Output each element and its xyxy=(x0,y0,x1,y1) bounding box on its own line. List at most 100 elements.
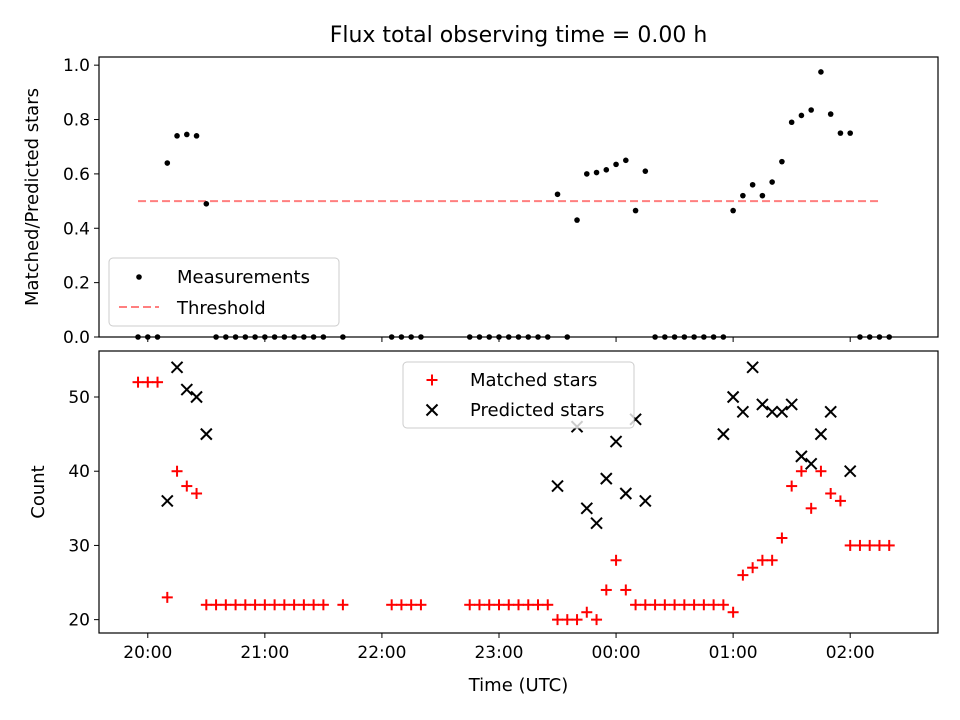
ratio-y-tick-label: 0.4 xyxy=(63,219,90,239)
predicted-star-point-b xyxy=(600,472,613,485)
matched-star-point xyxy=(308,599,320,611)
ratio-legend-box xyxy=(108,257,340,327)
measurement-point xyxy=(144,334,151,340)
predicted-star-point-b xyxy=(765,405,779,419)
matched-star-point xyxy=(298,599,310,611)
count-y-tick-label: 30 xyxy=(68,536,90,556)
matched-star-point xyxy=(717,599,729,611)
matched-star-point xyxy=(522,599,534,611)
measurement-point xyxy=(320,334,327,340)
measurement-point xyxy=(310,334,317,340)
predicted-star-point xyxy=(785,398,798,411)
measurement-point xyxy=(593,169,600,176)
measurement-point xyxy=(857,334,863,340)
measurement-point xyxy=(769,179,775,185)
matched-star-point xyxy=(678,599,690,611)
measurement-point xyxy=(876,334,883,340)
legend-measurements-label: Measurements xyxy=(177,267,310,288)
predicted-star-point xyxy=(580,502,593,515)
matched-star-point xyxy=(269,599,281,611)
matched-star-point xyxy=(142,376,154,388)
measurement-point xyxy=(408,334,414,340)
legend-measurement-marker xyxy=(136,274,142,280)
matched-star-point xyxy=(561,614,573,626)
matched-star-point xyxy=(473,599,485,611)
count-legend-box xyxy=(402,361,635,429)
matched-star-point xyxy=(708,599,720,611)
matched-star-point xyxy=(883,539,895,551)
measurement-point xyxy=(710,334,717,340)
count-y-tick-label: 40 xyxy=(68,462,90,482)
matched-star-point xyxy=(220,599,232,611)
predicted-star-point xyxy=(639,494,652,508)
predicted-star-point-b xyxy=(795,450,808,463)
predicted-star-point xyxy=(765,405,779,419)
matched-star-point xyxy=(405,599,417,611)
measurement-point xyxy=(691,334,697,340)
predicted-star-point xyxy=(161,494,174,508)
predicted-star-point xyxy=(824,405,837,419)
predicted-star-point xyxy=(190,390,203,404)
legend-matched-label: Matched stars xyxy=(470,370,597,391)
measurement-point xyxy=(808,107,814,113)
x-tick-label: 02:00 xyxy=(826,643,875,663)
count-legend: Matched stars Predicted stars xyxy=(402,361,635,429)
matched-star-point xyxy=(776,532,788,544)
matched-star-point xyxy=(278,599,290,611)
measurement-point xyxy=(505,334,512,340)
measurement-point xyxy=(681,334,688,340)
matched-star-point xyxy=(464,599,476,611)
x-tick-label: 23:00 xyxy=(474,643,523,663)
measurement-point xyxy=(203,200,210,207)
predicted-star-point-b xyxy=(200,427,213,441)
measurement-point xyxy=(515,334,522,340)
ratio-y-tick-label: 0.0 xyxy=(63,328,90,348)
measurement-point xyxy=(262,334,268,340)
measurement-point xyxy=(759,192,766,199)
matched-star-point xyxy=(727,606,739,618)
measurement-point xyxy=(223,334,229,340)
matched-star-point xyxy=(581,606,593,618)
ratio-y-axis-label: Matched/Predicted stars xyxy=(22,88,43,306)
matched-star-point xyxy=(415,599,427,611)
measurement-point xyxy=(496,334,502,340)
measurement-point xyxy=(642,168,649,174)
measurement-point xyxy=(779,158,785,165)
measurement-point xyxy=(184,131,190,138)
predicted-star-point-b xyxy=(609,435,623,448)
matched-star-point xyxy=(639,599,651,611)
matched-star-point xyxy=(210,599,222,611)
legend-predicted-marker-b xyxy=(425,403,439,417)
measurement-point xyxy=(535,334,541,340)
predicted-star-point xyxy=(200,427,213,441)
measurement-point xyxy=(798,112,805,119)
measurement-point xyxy=(574,217,580,223)
matched-star-point xyxy=(132,376,144,388)
measurement-point xyxy=(652,334,658,340)
predicted-star-point xyxy=(170,361,184,374)
measurement-point xyxy=(740,192,746,199)
measurement-point xyxy=(213,334,219,340)
predicted-star-point xyxy=(609,435,623,448)
matched-star-point xyxy=(659,599,671,611)
x-axis-label: Time (UTC) xyxy=(468,675,569,696)
measurement-point xyxy=(301,334,307,340)
measurement-point xyxy=(837,130,844,136)
measurement-point xyxy=(525,334,532,340)
matched-star-point xyxy=(630,599,642,611)
predicted-star-point-b xyxy=(590,516,603,530)
measurement-point xyxy=(135,334,141,340)
measurement-point xyxy=(486,334,493,340)
count-y-tick-label: 50 xyxy=(68,388,90,408)
measurement-point xyxy=(886,334,893,340)
matched-star-point xyxy=(688,599,700,611)
ratio-y-tick-label: 0.2 xyxy=(63,274,90,294)
matched-star-point xyxy=(649,599,661,611)
matched-star-point xyxy=(503,599,515,611)
count-y-tick-label: 20 xyxy=(68,611,90,631)
legend-predicted-marker xyxy=(425,403,439,417)
measurement-point xyxy=(252,334,258,340)
predicted-star-point xyxy=(814,427,828,441)
